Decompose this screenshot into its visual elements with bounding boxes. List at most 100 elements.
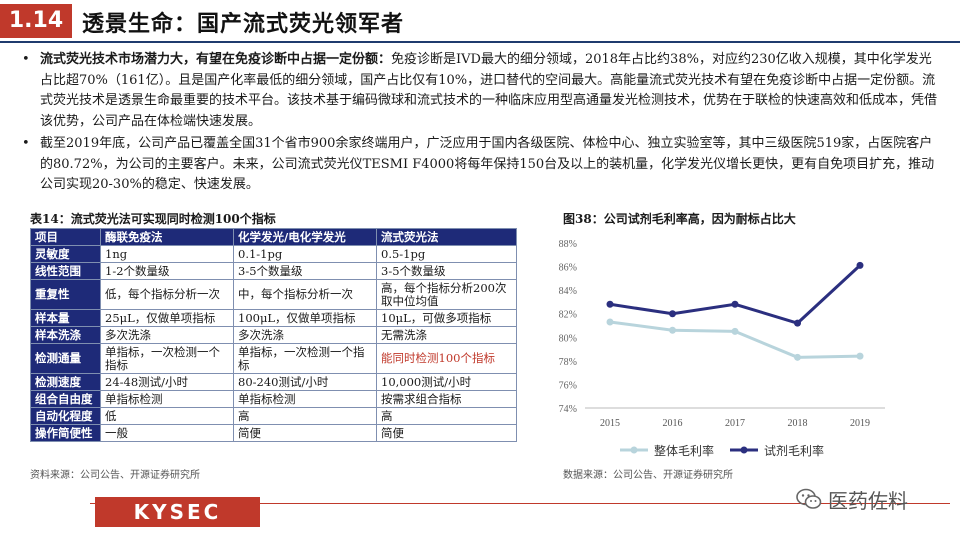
legend-label: 整体毛利率: [654, 443, 714, 458]
x-tick-label: 2016: [663, 418, 683, 429]
legend-label: 试剂毛利率: [764, 443, 824, 458]
series-point-1: [606, 318, 614, 326]
table-header-row: 项目 酶联免疫法 化学发光/电化学发光 流式荧光法: [30, 228, 517, 246]
bullet-text: 免疫诊断是IVD最大的细分领域，2018年占比约38%，对应约230亿收入规模，…: [40, 52, 938, 129]
y-tick-label: 78%: [559, 357, 577, 368]
section-number: 1.14: [0, 4, 72, 38]
table-cell: 1-2个数量级: [100, 262, 234, 280]
table-source: 资料来源：公司公告、开源证券研究所: [30, 470, 200, 481]
header: 1.14 透景生命：国产流式荧光领军者: [0, 0, 960, 44]
table-cell: 一般: [100, 424, 234, 442]
footer-divider: [90, 503, 950, 504]
table-cell: 1ng: [100, 245, 234, 263]
table-title: 表14：流式荧光法可实现同时检测100个指标: [30, 212, 276, 226]
series-line-1: [609, 320, 861, 359]
y-tick-label: 80%: [559, 333, 577, 344]
row-label: 操作简便性: [30, 424, 101, 442]
series-point-2: [731, 300, 739, 308]
y-tick-label: 84%: [559, 286, 577, 297]
bullet-item: • 截至2019年底，公司产品已覆盖全国31个省市900余家终端用户，广泛应用于…: [18, 134, 943, 196]
series-point-2: [606, 300, 614, 308]
table-cell: 高，每个指标分析200次取中位均值: [376, 279, 517, 310]
y-tick-label: 86%: [559, 263, 577, 274]
table-cell: 单指标，一次检测一个指标: [233, 343, 377, 374]
row-label: 灵敏度: [30, 245, 101, 263]
y-tick-label: 76%: [559, 380, 577, 391]
bullet-dot-icon: •: [22, 52, 30, 67]
series-line-2: [609, 264, 862, 325]
table-cell: 单指标检测: [233, 390, 377, 408]
margin-line-chart: 74% 76% 78% 80% 82% 84% 86% 88% 2015 2016 2017 2018…: [559, 239, 885, 458]
wechat-account: 医药佐料: [796, 484, 908, 514]
table-row: 样本洗涤 多次洗涤 多次洗涤 无需洗涤: [30, 326, 517, 344]
table-row: 自动化程度 低 高 高: [30, 407, 517, 425]
table-cell: 多次洗涤: [100, 326, 234, 344]
table-cell: 低: [100, 407, 234, 425]
wechat-icon: [796, 488, 822, 509]
row-label: 样本洗涤: [30, 326, 101, 344]
table-cell: 多次洗涤: [233, 326, 377, 344]
bullet-list: • 流式荧光技术市场潜力大，有望在免疫诊断中占据一定份额：免疫诊断是IVD最大的…: [18, 50, 943, 198]
table-cell: 10,000测试/小时: [376, 373, 517, 391]
row-label: 样本量: [30, 309, 101, 327]
series-point-2: [856, 261, 864, 269]
row-label: 自动化程度: [30, 407, 101, 425]
table-cell: 0.1-1pg: [233, 245, 377, 263]
comparison-table: 项目 酶联免疫法 化学发光/电化学发光 流式荧光法 灵敏度 1ng 0.1-1p…: [30, 228, 517, 442]
table-cell: 单指标检测: [100, 390, 234, 408]
table-cell: 中，每个指标分析一次: [233, 279, 377, 310]
row-label: 组合自由度: [30, 390, 101, 408]
row-label: 重复性: [30, 279, 101, 310]
table-row: 检测通量 单指标，一次检测一个指标 单指标，一次检测一个指标 能同时检测100个…: [30, 343, 517, 374]
series-point-2: [669, 310, 676, 318]
table-row: 检测速度 24-48测试/小时 80-240测试/小时 10,000测试/小时: [30, 373, 517, 391]
table-cell-highlight: 能同时检测100个指标: [376, 343, 517, 374]
series-point-2: [794, 319, 801, 327]
y-tick-label: 82%: [559, 310, 577, 321]
table-row: 组合自由度 单指标检测 单指标检测 按需求组合指标: [30, 390, 517, 408]
bullet-item: • 流式荧光技术市场潜力大，有望在免疫诊断中占据一定份额：免疫诊断是IVD最大的…: [18, 50, 943, 132]
table-cell: 无需洗涤: [376, 326, 517, 344]
page-title: 透景生命：国产流式荧光领军者: [82, 11, 405, 37]
table-header-cell: 流式荧光法: [376, 228, 517, 246]
y-tick-label: 74%: [559, 404, 577, 415]
legend-marker-1: [630, 446, 638, 454]
table-cell: 高: [233, 407, 377, 425]
table-cell: 高: [376, 407, 517, 425]
header-divider: [0, 41, 960, 43]
table-cell: 24-48测试/小时: [100, 373, 234, 391]
x-tick-label: 2015: [600, 418, 620, 429]
y-tick-label: 88%: [559, 239, 577, 250]
table-header-cell: 化学发光/电化学发光: [233, 228, 377, 246]
table-row: 样本量 25μL，仅做单项指标 100μL，仅做单项指标 10μL，可做多项指标: [30, 309, 517, 327]
table-cell: 低，每个指标分析一次: [100, 279, 234, 310]
series-point-1: [731, 327, 739, 335]
table-cell: 3-5个数量级: [233, 262, 377, 280]
table-header-cell: 项目: [30, 228, 101, 246]
table-header-cell: 酶联免疫法: [100, 228, 234, 246]
table-cell: 10μL，可做多项指标: [376, 309, 517, 327]
bullet-text: 截至2019年底，公司产品已覆盖全国31个省市900余家终端用户，广泛应用于国内…: [40, 136, 935, 192]
row-label: 检测速度: [30, 373, 101, 391]
table-cell: 3-5个数量级: [376, 262, 517, 280]
legend-marker-2: [740, 446, 748, 454]
series-point-1: [669, 326, 676, 334]
table-cell: 单指标，一次检测一个指标: [100, 343, 234, 374]
table-cell: 25μL，仅做单项指标: [100, 309, 234, 327]
table-row: 线性范围 1-2个数量级 3-5个数量级 3-5个数量级: [30, 262, 517, 280]
table-row: 操作简便性 一般 简便 简便: [30, 424, 517, 442]
x-tick-label: 2018: [788, 418, 808, 429]
bullet-dot-icon: •: [22, 136, 30, 151]
brand-logo: KYSEC: [95, 497, 260, 527]
row-label: 线性范围: [30, 262, 101, 280]
table-cell: 0.5-1pg: [376, 245, 517, 263]
bullet-lead: 流式荧光技术市场潜力大，有望在免疫诊断中占据一定份额：: [40, 52, 392, 67]
table-cell: 100μL，仅做单项指标: [233, 309, 377, 327]
table-row: 重复性 低，每个指标分析一次 中，每个指标分析一次 高，每个指标分析200次取中…: [30, 279, 517, 310]
table-cell: 按需求组合指标: [376, 390, 517, 408]
table-cell: 80-240测试/小时: [233, 373, 377, 391]
chart-source: 数据来源：公司公告、开源证券研究所: [563, 470, 733, 481]
series-point-1: [794, 353, 801, 361]
table-cell: 简便: [376, 424, 517, 442]
x-tick-label: 2019: [850, 418, 870, 429]
